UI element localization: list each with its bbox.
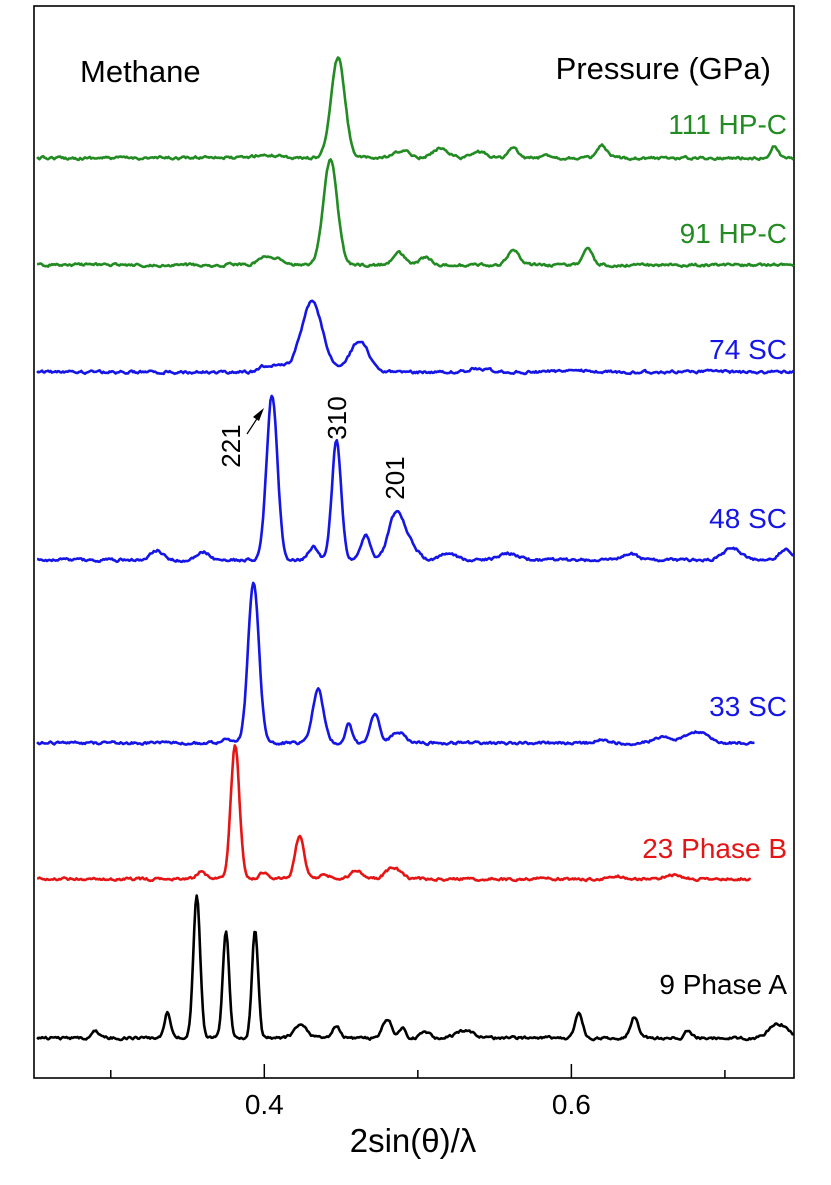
x-axis-tick-labels: 0.4 0.6 [245, 1089, 591, 1120]
title-right: Pressure (GPa) [556, 51, 771, 86]
peak-annotations: 221 310 201 [216, 396, 410, 499]
series-layer [36, 56, 795, 1042]
title-left: Methane [80, 54, 201, 89]
x-axis-label: 2sin(θ)/λ [350, 1122, 477, 1159]
series-label: 91 HP-C [680, 218, 787, 249]
series-label: 48 SC [709, 503, 787, 534]
series-label: 23 Phase B [642, 833, 787, 864]
series-line [36, 744, 752, 883]
annotation-arrow-head [253, 408, 264, 421]
series-labels: 111 HP-C 91 HP-C 74 SC 48 SC 33 SC 23 Phase B… [642, 109, 787, 1000]
x-tick-label: 0.4 [245, 1089, 284, 1120]
series-line [36, 581, 755, 747]
series-line [36, 56, 795, 162]
series-label: 74 SC [709, 334, 787, 365]
plot-frame [33, 5, 795, 1079]
series-line [36, 894, 795, 1042]
peak-annotation: 221 [216, 424, 246, 467]
peak-annotation: 201 [380, 456, 410, 499]
series-label: 33 SC [709, 691, 787, 722]
peak-annotation: 310 [322, 396, 352, 439]
series-label: 111 HP-C [668, 109, 787, 140]
series-line [36, 299, 795, 376]
series-label: 9 Phase A [659, 969, 787, 1000]
series-line [37, 158, 795, 269]
series-line [36, 394, 795, 564]
x-tick-label: 0.6 [552, 1089, 591, 1120]
x-axis-ticks [110, 1064, 726, 1078]
